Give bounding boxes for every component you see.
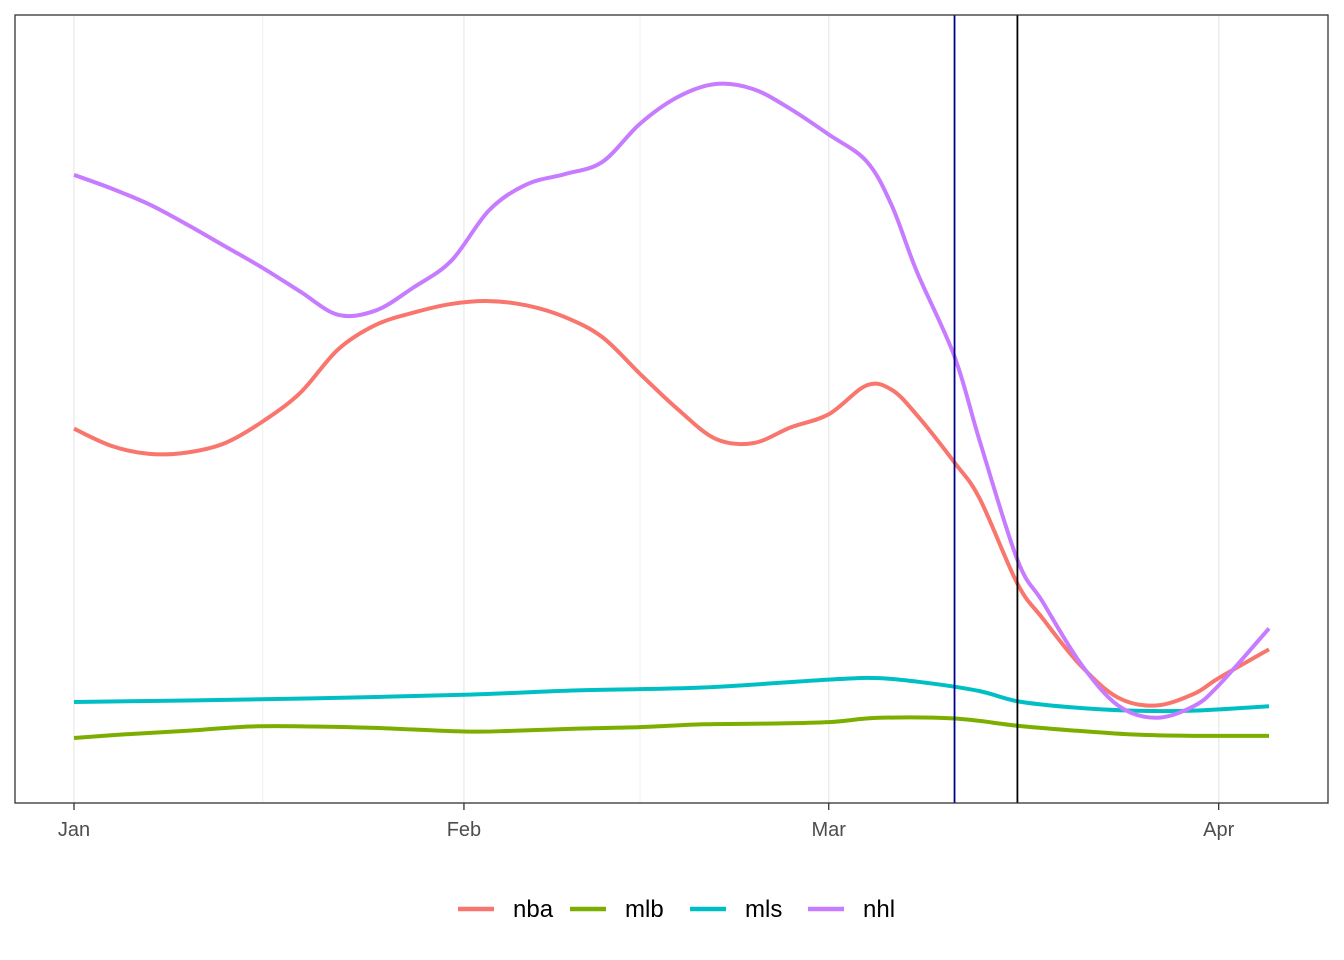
legend-label-mlb: mlb (625, 896, 664, 923)
legend-label-nhl: nhl (863, 896, 895, 923)
reference-line-layer (953, 15, 1019, 803)
x-tick-label-jan: Jan (58, 819, 90, 841)
x-axis: Jan Feb Mar Apr (58, 803, 1235, 841)
legend-label-mls: mls (745, 896, 782, 923)
plot-panel-border (14, 14, 1329, 804)
x-tick-label-mar: Mar (812, 819, 847, 841)
series-line-nba (73, 299, 1270, 708)
legend: nba mlb mls nhl (458, 896, 895, 923)
x-tick-label-feb: Feb (447, 819, 481, 841)
series-line-mlb (73, 715, 1270, 740)
series-layer (73, 81, 1271, 740)
x-tick-label-apr: Apr (1203, 819, 1234, 841)
series-line-mls (73, 675, 1270, 714)
legend-label-nba: nba (513, 896, 554, 923)
series-line-nhl (73, 81, 1271, 720)
